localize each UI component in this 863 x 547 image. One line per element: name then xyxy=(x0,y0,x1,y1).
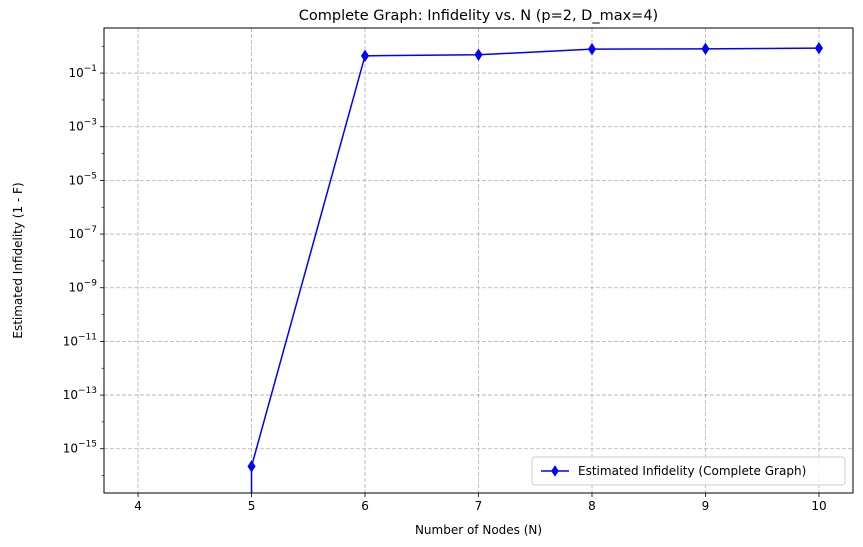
data-point-marker xyxy=(247,460,256,473)
x-tick-label: 5 xyxy=(248,499,256,513)
y-tick-label: 10−11 xyxy=(63,332,97,348)
legend: Estimated Infidelity (Complete Graph) xyxy=(531,456,846,486)
y-tick-label: 10−15 xyxy=(63,440,97,456)
grid xyxy=(104,28,853,493)
x-tick-label: 8 xyxy=(588,499,596,513)
data-point-marker xyxy=(701,42,710,56)
y-tick-label: 10−9 xyxy=(68,279,97,295)
y-tick-label: 10−3 xyxy=(68,118,97,134)
ticks: 4 5 6 7 8 9 10 10−15 10−13 10−11 10−9 10−7 10−5 10−3 1… xyxy=(63,45,827,513)
data-point-marker xyxy=(587,42,597,56)
x-tick-label: 9 xyxy=(702,499,710,513)
x-tick-label: 4 xyxy=(134,499,142,513)
y-tick-label: 10−7 xyxy=(68,225,97,241)
x-tick-label: 10 xyxy=(811,499,826,513)
y-axis-label: Estimated Infidelity (1 - F) xyxy=(11,182,25,338)
legend-label: Estimated Infidelity (Complete Graph) xyxy=(578,464,806,478)
series-line xyxy=(250,47,819,467)
series-line-layer xyxy=(247,41,824,493)
data-point-marker xyxy=(360,49,370,63)
legend-box xyxy=(531,456,846,486)
data-point-marker xyxy=(474,48,483,62)
x-tick-label: 7 xyxy=(475,499,483,513)
chart-title: Complete Graph: Infidelity vs. N (p=2, D… xyxy=(299,8,658,24)
y-tick-label: 10−1 xyxy=(68,64,97,80)
x-tick-label: 6 xyxy=(361,499,369,513)
x-axis-label: Number of Nodes (N) xyxy=(415,523,542,537)
y-tick-label: 10−13 xyxy=(63,386,97,402)
y-tick-label: 10−5 xyxy=(68,171,97,187)
legend-marker-swatch xyxy=(551,465,559,477)
data-point-marker xyxy=(814,41,824,55)
